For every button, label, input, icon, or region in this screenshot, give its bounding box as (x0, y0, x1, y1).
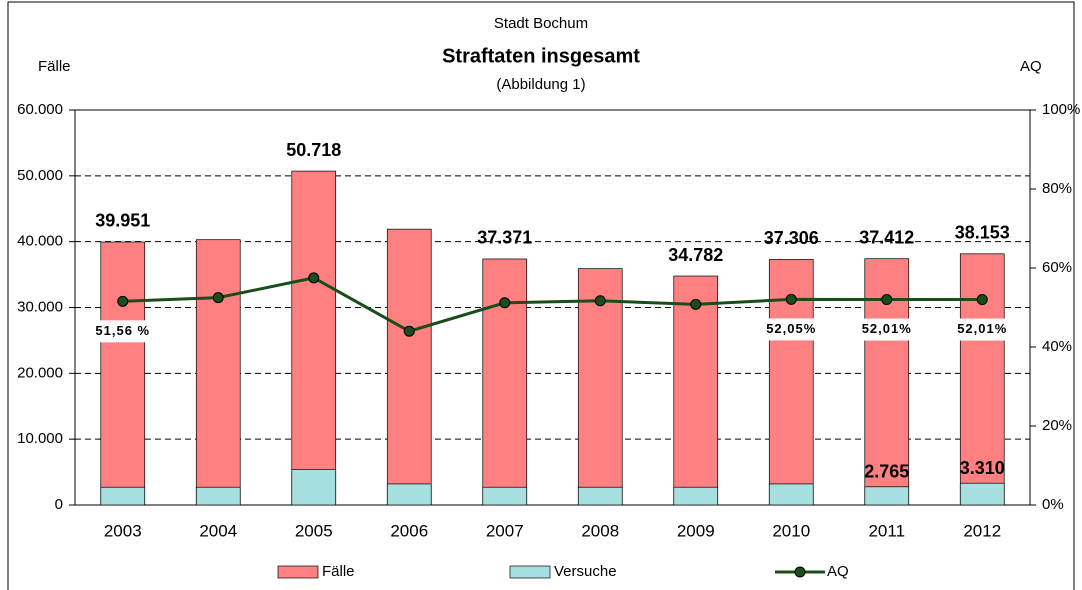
chart-supertitle: Stadt Bochum (494, 15, 588, 32)
value-label-bg (753, 318, 830, 341)
y-tick-label: 50.000 (17, 167, 63, 184)
line-marker (594, 295, 606, 307)
y2-axis-label: AQ (1020, 58, 1042, 75)
value-label: 51,56 % (95, 323, 150, 338)
y2-tick-label: 80% (1042, 180, 1072, 197)
value-label-bg (848, 318, 925, 341)
value-label: 37.371 (477, 228, 532, 248)
y2-tick-label: 0% (1042, 496, 1064, 513)
bar (482, 486, 528, 506)
bar (195, 486, 241, 506)
bar (100, 486, 146, 506)
legend-marker (794, 566, 806, 578)
value-label: 37.306 (764, 228, 819, 248)
y-axis-label: Fälle (38, 58, 71, 75)
bar (768, 483, 814, 506)
x-tick-label: 2012 (963, 521, 1001, 540)
value-label: 52,01% (957, 321, 1007, 336)
y2-tick-label: 20% (1042, 417, 1072, 434)
line-marker (976, 294, 988, 306)
line-marker (499, 297, 511, 309)
chart-subtitle: (Abbildung 1) (496, 76, 585, 93)
line-marker (690, 298, 702, 310)
y2-tick-label: 40% (1042, 338, 1072, 355)
bar (291, 469, 337, 506)
value-label: 39.951 (95, 211, 150, 231)
line-marker (308, 272, 320, 284)
value-label: 3.310 (960, 458, 1005, 478)
bar (195, 239, 241, 506)
x-tick-label: 2009 (677, 521, 715, 540)
y-tick-label: 60.000 (17, 101, 63, 118)
bar (100, 241, 146, 506)
bar (673, 486, 719, 506)
plot-frame (74, 109, 1031, 506)
legend-label: AQ (827, 563, 849, 580)
bar (291, 170, 337, 506)
legend-swatch (509, 565, 551, 579)
x-tick-label: 2011 (868, 521, 905, 540)
line (122, 276, 983, 333)
x-tick-label: 2003 (104, 521, 142, 540)
line-marker (117, 295, 129, 307)
line-marker (403, 325, 415, 337)
value-label: 34.782 (668, 245, 723, 265)
x-tick-label: 2010 (772, 521, 810, 540)
x-tick-label: 2004 (199, 521, 237, 540)
y-tick-label: 40.000 (17, 233, 63, 250)
x-tick-label: 2008 (581, 521, 619, 540)
legend-label: Fälle (322, 563, 355, 580)
value-label: 50.718 (286, 140, 341, 160)
line-marker (881, 294, 893, 306)
legend-label: Versuche (554, 563, 617, 580)
bar (864, 486, 910, 506)
y-tick-label: 30.000 (17, 298, 63, 315)
value-label-bg (84, 320, 161, 343)
legend-swatch (277, 565, 319, 579)
value-label: 52,05% (766, 321, 816, 336)
y2-tick-label: 60% (1042, 259, 1072, 276)
value-label-bg (944, 318, 1021, 341)
y2-tick-label: 100% (1042, 101, 1080, 118)
bar (386, 483, 432, 506)
y-tick-label: 10.000 (17, 430, 63, 447)
chart-title: Straftaten insgesamt (442, 45, 640, 67)
x-tick-label: 2005 (295, 521, 333, 540)
value-label: 52,01% (862, 321, 912, 336)
bar (386, 228, 432, 506)
x-tick-label: 2007 (486, 521, 524, 540)
bar (577, 486, 623, 506)
bar (959, 482, 1005, 506)
value-label: 2.765 (864, 462, 909, 482)
y-tick-label: 0 (55, 496, 63, 513)
y-tick-label: 20.000 (17, 364, 63, 381)
value-label: 37.412 (859, 227, 914, 247)
bar (673, 275, 719, 506)
bar (482, 258, 528, 506)
line-marker (785, 293, 797, 305)
x-tick-label: 2006 (390, 521, 428, 540)
line-marker (212, 292, 224, 304)
value-label: 38.153 (955, 223, 1010, 243)
